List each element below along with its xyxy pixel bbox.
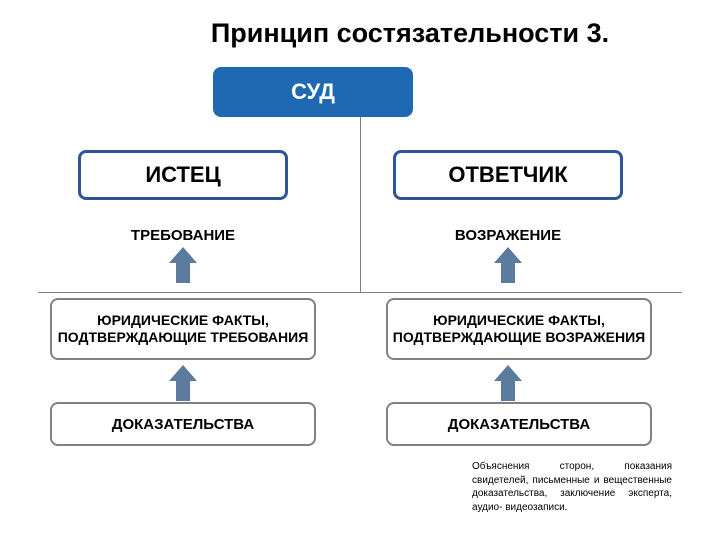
plaintiff-facts-box: ЮРИДИЧЕСКИЕ ФАКТЫ, ПОДТВЕРЖДАЮЩИЕ ТРЕБОВ… xyxy=(50,298,316,360)
plaintiff-evidence-box: ДОКАЗАТЕЛЬСТВА xyxy=(50,402,316,446)
horizontal-divider xyxy=(38,292,682,293)
defendant-box: ОТВЕТЧИК xyxy=(393,150,623,200)
defendant-evidence-box: ДОКАЗАТЕЛЬСТВА xyxy=(386,402,652,446)
plaintiff-box: ИСТЕЦ xyxy=(78,150,288,200)
footnote-text: Объяснения сторон, показания свидетелей,… xyxy=(472,460,672,514)
vertical-divider xyxy=(360,117,361,292)
plaintiff-claim-label: ТРЕБОВАНИЕ xyxy=(78,227,288,244)
defendant-claim-label: ВОЗРАЖЕНИЕ xyxy=(393,227,623,244)
court-box: СУД xyxy=(213,67,413,117)
diagram-title: Принцип состязательности 3. xyxy=(0,18,720,49)
defendant-facts-box: ЮРИДИЧЕСКИЕ ФАКТЫ, ПОДТВЕРЖДАЮЩИЕ ВОЗРАЖ… xyxy=(386,298,652,360)
